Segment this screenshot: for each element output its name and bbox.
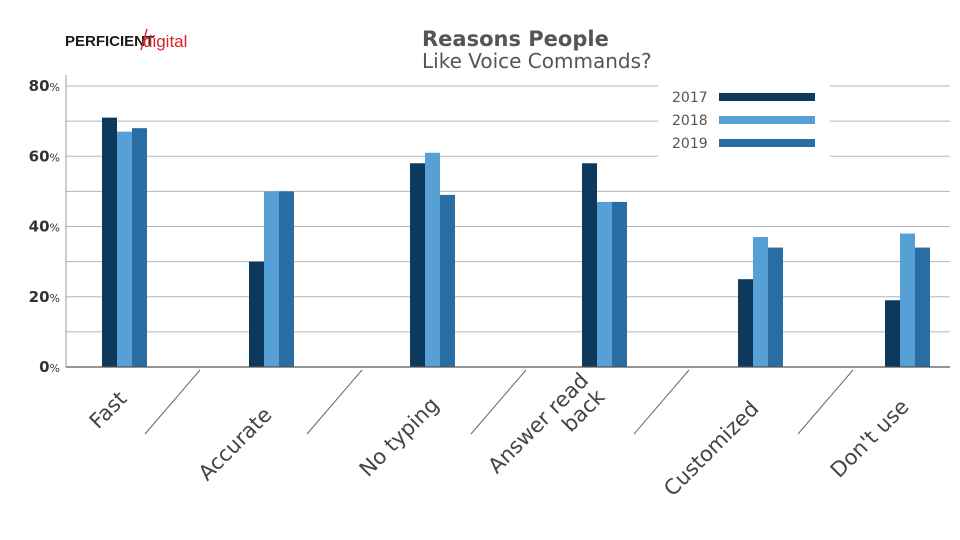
y-tick-unit: % xyxy=(50,362,60,375)
bar xyxy=(768,247,783,367)
y-tick-number: 40 xyxy=(29,218,50,236)
x-tick-label: Don't use xyxy=(826,395,914,483)
y-tick-label: 40% xyxy=(29,218,60,236)
x-tick-label-line: Customized xyxy=(659,397,763,501)
bar xyxy=(410,163,425,367)
x-separator xyxy=(470,369,527,435)
y-tick-unit: % xyxy=(50,151,60,164)
x-tick-label-line: No typing xyxy=(355,393,444,482)
bar xyxy=(900,233,915,367)
legend-swatch xyxy=(719,116,815,124)
y-tick-label: 80% xyxy=(29,77,60,95)
logo-accent-text: digital xyxy=(143,32,187,51)
bar xyxy=(915,247,930,367)
logo: PERFICIENT digital xyxy=(65,28,187,51)
y-tick-label: 60% xyxy=(29,147,60,165)
x-separator xyxy=(633,369,690,435)
x-tick-label-line: Don't use xyxy=(826,395,914,483)
legend-label: 2017 xyxy=(672,90,708,106)
bar xyxy=(264,191,279,367)
logo-main-text: PERFICIENT xyxy=(65,33,154,50)
bar xyxy=(597,201,612,367)
y-tick-number: 20 xyxy=(29,288,50,306)
bar xyxy=(132,128,147,367)
bar xyxy=(738,279,753,367)
bar xyxy=(885,300,900,367)
x-tick-label: No typing xyxy=(355,393,444,482)
bars xyxy=(102,117,930,367)
legend-swatch xyxy=(719,139,815,147)
bar xyxy=(753,237,768,367)
x-separator xyxy=(144,369,201,435)
y-tick-label: 20% xyxy=(29,288,60,306)
y-tick-unit: % xyxy=(50,292,60,305)
legend-label: 2019 xyxy=(672,136,708,152)
bar xyxy=(117,131,132,367)
grid-lines xyxy=(66,85,950,333)
y-axis-ticks: 0%20%40%60%80% xyxy=(29,77,60,376)
legend-label: 2018 xyxy=(672,113,708,129)
x-tick-label-line: Accurate xyxy=(194,403,277,486)
legend-swatch xyxy=(719,93,815,101)
y-tick-number: 80 xyxy=(29,77,50,95)
bar xyxy=(102,117,117,367)
y-tick-unit: % xyxy=(50,222,60,235)
bar xyxy=(612,201,627,367)
x-separator xyxy=(797,369,854,435)
bar xyxy=(582,163,597,367)
legend: 2017 2018 2019 xyxy=(658,82,830,158)
x-tick-label-line: Fast xyxy=(85,387,132,434)
bar xyxy=(279,191,294,367)
y-tick-number: 0 xyxy=(39,358,49,376)
bar xyxy=(249,261,264,367)
chart-title: Reasons People xyxy=(422,27,609,51)
y-tick-label: 0% xyxy=(39,358,60,376)
x-separator xyxy=(306,369,363,435)
y-tick-number: 60 xyxy=(29,147,50,165)
logo-slash xyxy=(140,28,148,51)
x-tick-label: Fast xyxy=(85,387,132,434)
axes xyxy=(65,75,950,435)
y-tick-unit: % xyxy=(50,81,60,94)
bar xyxy=(440,194,455,367)
x-tick-label: Customized xyxy=(659,397,763,501)
bar xyxy=(425,152,440,367)
chart-subtitle: Like Voice Commands? xyxy=(422,49,652,73)
x-tick-label: Accurate xyxy=(194,403,277,486)
